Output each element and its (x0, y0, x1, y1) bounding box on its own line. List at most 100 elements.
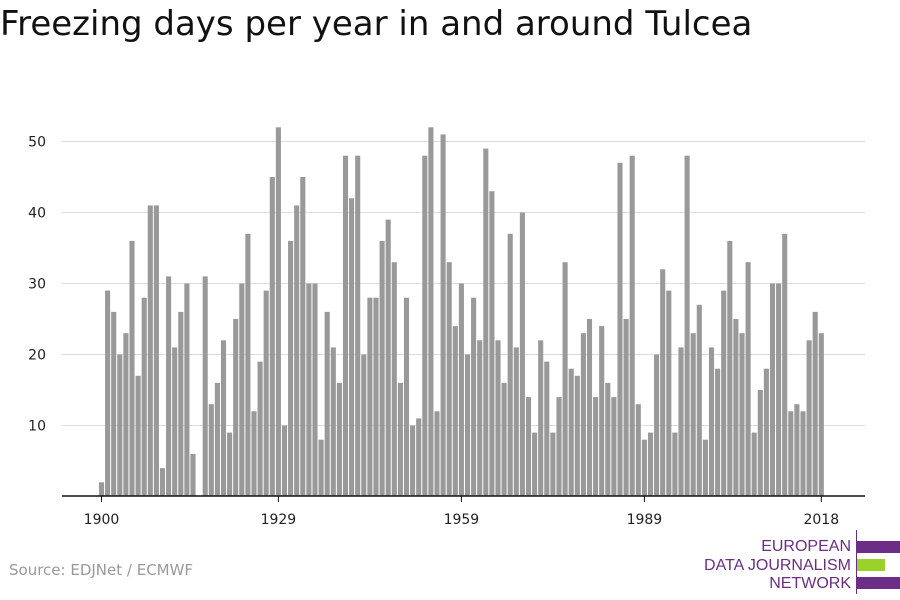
x-tick-label: 2018 (803, 512, 839, 528)
bar-1902 (111, 311, 117, 496)
bar-1986 (623, 319, 629, 496)
bar-1985 (617, 162, 623, 497)
bar-2016 (806, 340, 812, 496)
bar-1955 (434, 411, 440, 496)
bar-1907 (141, 297, 147, 496)
bar-1931 (288, 240, 294, 496)
bar-1950 (403, 297, 410, 496)
bar-1900 (98, 482, 105, 496)
bar-1909 (153, 205, 159, 496)
y-tick-label: 50 (28, 135, 46, 151)
edjnet-logo: EUROPEAN DATA JOURNALISM NETWORK (700, 528, 900, 594)
bar-1991 (654, 354, 660, 496)
y-tick-label: 10 (28, 419, 46, 435)
bar-1921 (227, 432, 233, 496)
logo-line-3: NETWORK (769, 575, 851, 592)
bar-1934 (306, 283, 312, 496)
bar-2018 (818, 333, 824, 496)
bar-1998 (696, 304, 702, 496)
bar-1935 (312, 283, 318, 496)
bar-1926 (257, 361, 263, 496)
bar-1940 (342, 155, 349, 496)
bar-1952 (416, 418, 422, 496)
bar-1927 (263, 290, 269, 496)
bar-1993 (666, 290, 672, 496)
bar-1948 (391, 262, 397, 496)
bar-1997 (690, 333, 696, 496)
bar-1974 (550, 432, 556, 496)
bar-1945 (373, 297, 379, 496)
bar-1969 (519, 212, 525, 496)
bar-1908 (147, 205, 153, 496)
bar-1979 (580, 333, 586, 496)
bar-1919 (214, 382, 220, 496)
source-note: Source: EDJNet / ECMWF (9, 561, 194, 579)
bar-1905 (129, 240, 135, 496)
bar-1901 (105, 290, 111, 496)
bar-1941 (349, 198, 355, 497)
bar-1956 (440, 134, 446, 496)
bar-1930 (281, 425, 288, 496)
bar-1987 (629, 155, 635, 496)
bar-2013 (788, 411, 794, 496)
bar-1996 (684, 155, 690, 496)
bar-1964 (489, 191, 495, 496)
y-tick-label: 20 (28, 348, 46, 364)
bar-1925 (251, 411, 257, 496)
logo-line-2: DATA JOURNALISM (704, 556, 851, 574)
bar-1915 (190, 453, 196, 496)
bar-1933 (300, 177, 306, 496)
bar-1980 (586, 319, 593, 496)
bar-1947 (385, 219, 391, 496)
bar-1970 (525, 397, 532, 496)
bar-1910 (159, 468, 166, 496)
y-tick-label: 40 (28, 206, 46, 222)
bar-1989 (641, 439, 647, 496)
bar-1914 (184, 283, 190, 496)
logo-bar-top (857, 541, 900, 553)
bar-1962 (477, 340, 483, 496)
bar-1959 (458, 283, 464, 496)
logo-divider (856, 530, 857, 594)
bar-1971 (532, 432, 538, 496)
logo-line-1: EUROPEAN (761, 538, 851, 555)
bar-1922 (233, 319, 239, 496)
bar-1918 (208, 404, 214, 496)
bar-2015 (800, 411, 806, 496)
bar-1949 (397, 382, 403, 496)
bar-2001 (715, 368, 721, 496)
bar-1975 (556, 397, 562, 496)
bar-1977 (568, 368, 574, 496)
y-axis-ticks: 10 20 30 40 50 (28, 135, 46, 435)
x-tick-label: 1989 (627, 512, 663, 528)
bar-1912 (172, 347, 178, 496)
bar-1973 (544, 361, 550, 496)
bar-1917 (202, 276, 208, 496)
bar-1943 (361, 354, 367, 496)
bar-1967 (507, 233, 513, 497)
bar-1954 (428, 127, 434, 497)
bar-2008 (757, 390, 763, 496)
bar-1942 (355, 155, 361, 496)
x-axis-ticks: 1900 1929 1959 1989 2018 (84, 496, 839, 528)
bar-2010 (769, 283, 776, 496)
x-tick-label: 1959 (444, 512, 480, 528)
bar-1924 (245, 233, 251, 497)
bar-1999 (702, 439, 708, 496)
bar-1946 (379, 240, 385, 496)
bar-1944 (367, 297, 373, 496)
bar-1938 (330, 347, 336, 496)
bar-1932 (294, 205, 300, 496)
bar-2012 (782, 233, 788, 497)
bar-1966 (501, 382, 507, 496)
bar-1981 (593, 397, 599, 496)
bar-2006 (745, 262, 751, 496)
bar-1920 (220, 340, 227, 496)
bar-2014 (794, 404, 800, 496)
bar-1923 (239, 283, 245, 496)
bar-2002 (721, 290, 727, 496)
bar-1906 (135, 375, 141, 496)
bar-1982 (599, 326, 605, 496)
bar-1937 (324, 311, 330, 496)
